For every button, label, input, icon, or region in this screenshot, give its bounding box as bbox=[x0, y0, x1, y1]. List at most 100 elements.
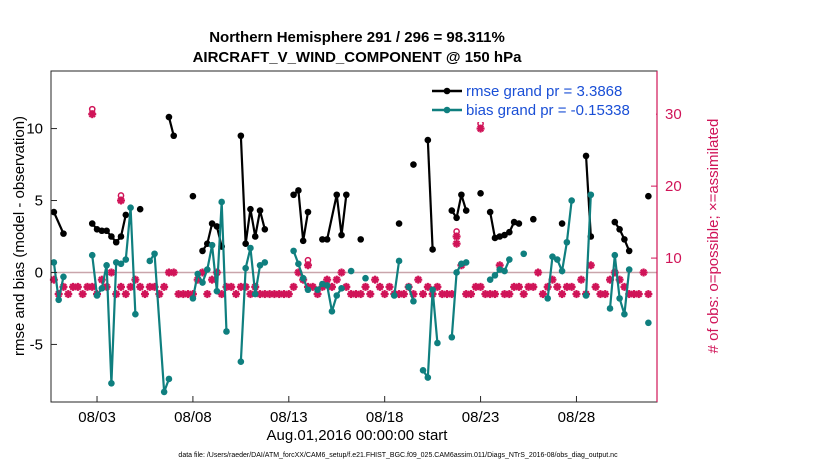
obs-assimilated-marker bbox=[361, 282, 370, 291]
rmse-point bbox=[458, 191, 465, 199]
bias-point bbox=[582, 292, 590, 299]
obs-assimilated-marker bbox=[126, 282, 135, 291]
rmse-point bbox=[112, 238, 120, 246]
x-tick-label: 08/13 bbox=[270, 409, 308, 426]
rmse-line-segment bbox=[292, 188, 310, 241]
bias-point bbox=[223, 328, 230, 335]
obs-assimilated-stroke bbox=[414, 276, 422, 284]
obs-assimilated-stroke bbox=[160, 283, 168, 291]
rmse-point bbox=[165, 113, 173, 121]
bias-point bbox=[314, 286, 321, 294]
bias-point bbox=[208, 241, 216, 249]
obs-assimilated-marker bbox=[131, 275, 140, 284]
rmse-point bbox=[199, 247, 206, 255]
rmse-point bbox=[290, 191, 297, 199]
x-axis-label: Aug.01,2016 00:00:00 start bbox=[267, 427, 449, 444]
bias-point bbox=[237, 358, 245, 366]
obs-assimilated-marker bbox=[572, 290, 581, 299]
obs-assimilated-marker bbox=[380, 290, 389, 299]
bias-point bbox=[60, 273, 67, 281]
obs-outlier-stroke bbox=[88, 110, 96, 118]
bias-point bbox=[304, 286, 312, 294]
bias-point bbox=[122, 256, 130, 263]
bias-point bbox=[549, 253, 556, 260]
obs-assimilated-stroke bbox=[587, 261, 595, 269]
x-tick-label: 08/23 bbox=[462, 409, 500, 426]
y-axis-label: rmse and bias (model - observation) bbox=[11, 116, 28, 356]
rmse-point bbox=[645, 192, 652, 200]
legend-box bbox=[426, 80, 656, 122]
obs-assimilated-stroke bbox=[529, 283, 537, 291]
obs-assimilated-marker bbox=[586, 261, 595, 270]
obs-assimilated-stroke bbox=[620, 283, 628, 291]
bias-point bbox=[290, 247, 297, 255]
obs-assimilated-stroke bbox=[476, 283, 485, 291]
obs-outlier-stroke bbox=[117, 196, 125, 205]
bias-point bbox=[621, 310, 628, 318]
obs-assimilated-marker bbox=[399, 290, 408, 299]
rmse-point bbox=[189, 192, 197, 200]
obs-outlier-stroke bbox=[453, 232, 461, 241]
bias-point bbox=[88, 251, 96, 259]
obs-assimilated-marker bbox=[591, 282, 600, 291]
obs-assimilated-stroke bbox=[323, 276, 331, 284]
obs-assimilated-stroke bbox=[328, 283, 336, 291]
rmse-point bbox=[621, 236, 628, 243]
bias-point bbox=[151, 250, 158, 258]
rmse-point bbox=[515, 220, 523, 227]
rmse-point bbox=[333, 191, 341, 199]
bias-point bbox=[328, 308, 336, 315]
obs-assimilated-stroke bbox=[592, 283, 600, 291]
obs-assimilated-stroke bbox=[366, 290, 374, 298]
obs-assimilated-marker bbox=[476, 282, 485, 291]
rmse-point bbox=[237, 132, 245, 140]
bias-point bbox=[347, 267, 355, 275]
bias-point bbox=[390, 292, 398, 299]
obs-assimilated-stroke bbox=[505, 290, 513, 298]
obs-assimilated-stroke bbox=[568, 283, 576, 291]
bias-line-segment bbox=[148, 250, 170, 393]
rmse-point bbox=[395, 220, 403, 227]
y-tick-label: -5 bbox=[30, 336, 43, 353]
bias-point bbox=[261, 259, 269, 266]
obs-assimilated-marker bbox=[323, 275, 332, 284]
obs-assimilated-stroke bbox=[79, 290, 87, 298]
bias-point bbox=[117, 260, 125, 268]
obs-assimilated-stroke bbox=[520, 290, 528, 298]
legend-bias-label: bias grand pr = -0.15338 bbox=[466, 102, 630, 119]
obs-assimilated-marker bbox=[553, 282, 562, 291]
bias-point bbox=[98, 285, 106, 292]
obs-assimilated-stroke bbox=[74, 283, 82, 291]
y-tick-label-right: 30 bbox=[665, 106, 682, 123]
obs-assimilated-marker bbox=[601, 290, 610, 299]
rmse-point bbox=[558, 220, 566, 227]
rmse-point bbox=[60, 230, 67, 237]
obs-assimilated-stroke bbox=[424, 283, 432, 291]
rmse-point bbox=[530, 215, 537, 223]
obs-assimilated-stroke bbox=[491, 290, 499, 298]
obs-assimilated-stroke bbox=[117, 283, 125, 291]
obs-assimilated-marker bbox=[644, 290, 653, 299]
obs-assimilated-stroke bbox=[534, 268, 542, 277]
rmse-point bbox=[208, 220, 216, 227]
series-layer bbox=[50, 113, 652, 396]
bias-point bbox=[448, 333, 456, 341]
bias-point bbox=[410, 297, 417, 305]
rmse-line-segment bbox=[613, 221, 631, 252]
bias-line-segment bbox=[546, 200, 573, 299]
rmse-point bbox=[410, 161, 417, 168]
rmse-point bbox=[319, 236, 326, 243]
y-tick-label-right: 10 bbox=[665, 250, 682, 267]
bias-line-segment bbox=[91, 207, 137, 384]
bias-point bbox=[434, 339, 441, 347]
obs-assimilated-stroke bbox=[127, 283, 135, 291]
rmse-point bbox=[299, 237, 307, 245]
y-tick-label: 5 bbox=[35, 193, 43, 210]
bias-point bbox=[242, 264, 249, 272]
bias-point bbox=[132, 310, 139, 318]
obs-assimilated-marker bbox=[73, 282, 82, 291]
bias-point bbox=[189, 295, 197, 302]
obs-assimilated-marker bbox=[64, 290, 73, 299]
obs-assimilated-stroke bbox=[218, 290, 226, 298]
